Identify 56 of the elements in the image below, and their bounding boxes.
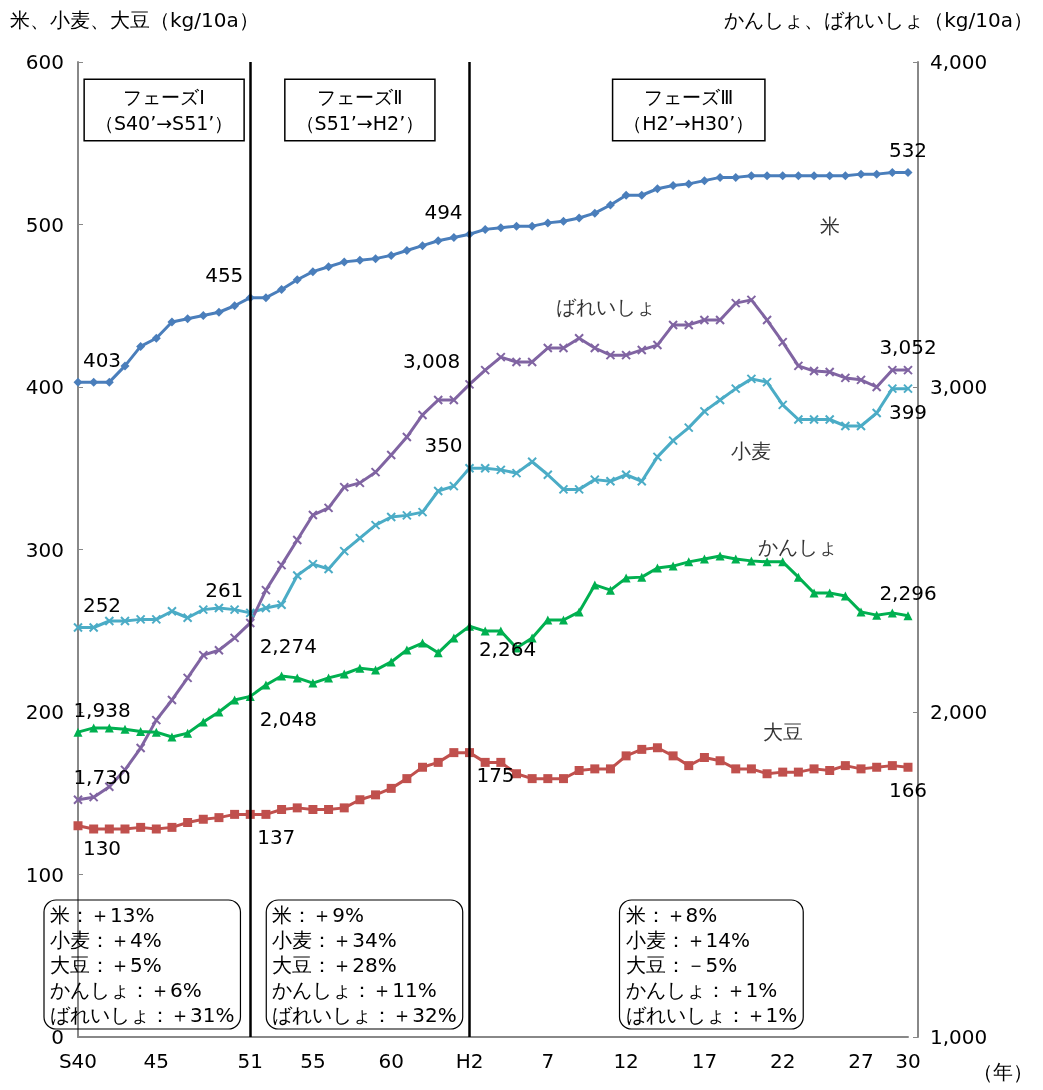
annotation: フェーズⅡ （S51’→H2’） bbox=[295, 86, 425, 134]
annotation: 米：＋13% 小麦：＋4% 大豆：＋5% かんしょ：＋6% ばれいしょ：＋31% bbox=[50, 902, 235, 1027]
y2-tick-label: 4,000 bbox=[930, 50, 988, 74]
data-label: 3,008 bbox=[402, 349, 461, 374]
y2-tick-label: 2,000 bbox=[930, 700, 988, 724]
y-tick-label: 0 bbox=[51, 1025, 64, 1049]
annotation: 米：＋8% 小麦：＋14% 大豆：－5% かんしょ：＋1% ばれいしょ：＋1% bbox=[625, 902, 798, 1027]
x-tick-label: 12 bbox=[613, 1049, 639, 1073]
y2-axis-title: かんしょ、ばれいしょ（kg/10a） bbox=[724, 8, 1034, 32]
data-label: 137 bbox=[257, 824, 296, 849]
x-tick-label: H2 bbox=[455, 1049, 484, 1073]
data-label: 261 bbox=[205, 577, 244, 602]
x-tick-label: 7 bbox=[541, 1049, 555, 1073]
x-tick-label: 17 bbox=[691, 1049, 718, 1073]
y2-tick-label: 1,000 bbox=[930, 1025, 988, 1049]
data-label: 2,048 bbox=[259, 706, 317, 731]
data-label: 175 bbox=[476, 763, 515, 788]
y-tick-label: 600 bbox=[25, 50, 64, 74]
series-label: 米 bbox=[819, 213, 840, 238]
y-tick-label: 100 bbox=[25, 862, 64, 887]
series-label: 小麦 bbox=[731, 438, 772, 463]
data-label: 455 bbox=[205, 263, 244, 288]
data-label: 2,296 bbox=[879, 581, 937, 606]
data-label: 166 bbox=[888, 777, 928, 802]
data-label: 350 bbox=[424, 433, 463, 458]
x-tick-label: 30 bbox=[895, 1049, 921, 1073]
y-axis-title: 米、小麦、大豆（kg/10a） bbox=[10, 8, 259, 32]
y-tick-label: 300 bbox=[25, 537, 64, 562]
y-tick-label: 500 bbox=[25, 212, 64, 237]
data-label: 403 bbox=[82, 347, 122, 372]
x-axis-title: （年） bbox=[973, 1060, 1033, 1084]
annotation: フェーズⅠ （S40’→S51’） bbox=[94, 86, 234, 134]
annotation: 米：＋9% 小麦：＋34% 大豆：＋28% かんしょ：＋11% ばれいしょ：＋32% bbox=[272, 902, 457, 1027]
x-tick-label: S40 bbox=[58, 1049, 98, 1073]
data-label: 532 bbox=[888, 138, 928, 162]
data-label: 2,264 bbox=[478, 636, 537, 661]
series-label: かんしょ bbox=[758, 535, 839, 560]
y2-tick-label: 3,000 bbox=[930, 375, 988, 399]
data-label: 3,052 bbox=[879, 335, 937, 360]
x-tick-label: 22 bbox=[769, 1049, 796, 1073]
x-tick-label: 55 bbox=[300, 1049, 326, 1073]
data-label: 2,274 bbox=[259, 633, 317, 658]
x-tick-label: 45 bbox=[143, 1049, 170, 1073]
x-tick-label: 60 bbox=[378, 1049, 404, 1073]
x-tick-label: 27 bbox=[848, 1049, 874, 1073]
data-label: 1,938 bbox=[73, 697, 131, 722]
series-label: ばれいしょ bbox=[556, 295, 657, 320]
series-label: 大豆 bbox=[762, 720, 803, 745]
y-tick-label: 200 bbox=[25, 700, 64, 724]
data-label: 252 bbox=[82, 592, 122, 617]
data-label: 130 bbox=[82, 836, 122, 861]
data-label: 399 bbox=[888, 399, 928, 424]
y-tick-label: 400 bbox=[25, 375, 64, 399]
annotation: フェーズⅢ （H2’→H30’） bbox=[623, 86, 755, 134]
data-label: 494 bbox=[424, 199, 463, 224]
x-tick-label: 51 bbox=[237, 1049, 263, 1073]
